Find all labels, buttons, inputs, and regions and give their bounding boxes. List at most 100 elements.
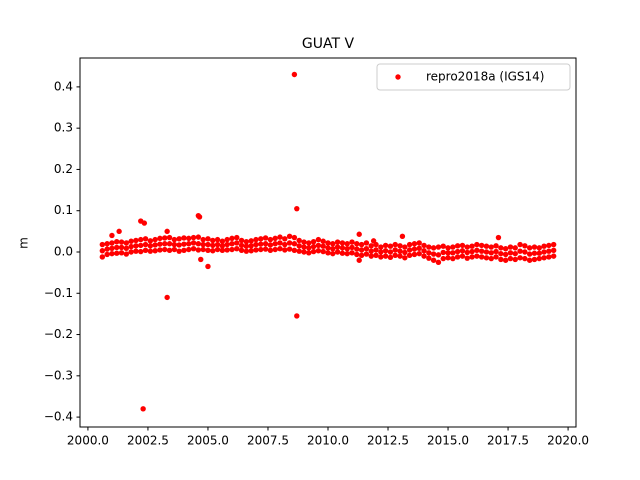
data-point (498, 250, 504, 257)
data-point (277, 240, 283, 246)
data-point (440, 243, 446, 249)
data-point (234, 240, 240, 246)
data-point (402, 244, 408, 250)
data-point (397, 253, 403, 259)
data-point (344, 241, 350, 247)
data-point (459, 248, 466, 254)
data-point (114, 244, 120, 251)
data-point (109, 232, 115, 239)
data-point (238, 247, 245, 254)
chart-title: GUAT V (302, 36, 355, 52)
data-point (440, 255, 446, 262)
data-point (243, 243, 250, 249)
data-point (546, 248, 552, 254)
data-point (349, 244, 355, 251)
data-point (531, 244, 538, 250)
data-point (488, 244, 494, 250)
data-point (325, 250, 331, 256)
data-point (262, 235, 269, 241)
data-point (325, 245, 331, 251)
data-point (526, 257, 533, 263)
data-point (421, 253, 427, 259)
data-point (392, 241, 398, 248)
data-point (219, 247, 226, 254)
data-point (141, 220, 148, 226)
data-point (238, 242, 245, 249)
data-point (262, 246, 269, 252)
data-point (272, 241, 278, 247)
y-tick-label: −0.2 (44, 327, 73, 341)
data-point (459, 242, 466, 249)
data-point (416, 240, 422, 246)
data-point (344, 250, 350, 257)
data-point (502, 257, 509, 263)
data-point (291, 247, 298, 254)
data-point (522, 255, 528, 262)
data-point (356, 231, 362, 237)
data-point (306, 245, 312, 251)
data-point (330, 245, 336, 252)
data-point (502, 245, 509, 252)
data-point (435, 259, 442, 266)
data-point (123, 251, 130, 257)
data-point (373, 252, 379, 258)
data-point (118, 250, 125, 256)
data-point (243, 248, 250, 254)
data-point (162, 241, 168, 247)
data-point (157, 241, 163, 247)
data-point (349, 250, 355, 256)
data-point (320, 238, 326, 244)
data-point (354, 241, 360, 247)
data-point (190, 234, 197, 241)
data-point (224, 247, 230, 253)
data-point (498, 245, 504, 251)
data-point (286, 246, 293, 252)
data-point (531, 256, 538, 263)
data-point (253, 247, 259, 253)
data-point (469, 243, 475, 249)
y-tick-label: 0.0 (54, 244, 73, 258)
data-point (258, 241, 264, 247)
data-point (214, 236, 221, 243)
data-point (493, 254, 499, 260)
data-point (315, 242, 322, 249)
data-point (392, 247, 398, 253)
x-tick-label: 2015.0 (427, 434, 469, 448)
data-point (186, 235, 192, 242)
data-point (358, 252, 365, 258)
y-tick-label: 0.1 (54, 203, 73, 217)
y-tick-label: −0.3 (44, 368, 73, 382)
data-point (512, 245, 518, 251)
data-point (363, 245, 370, 252)
data-point (200, 246, 206, 253)
data-point (354, 251, 360, 258)
data-point (306, 250, 312, 256)
data-point (152, 242, 158, 248)
data-point (272, 235, 278, 242)
data-point (198, 256, 204, 263)
data-point (205, 247, 211, 254)
data-point (354, 246, 360, 252)
data-point (454, 248, 461, 255)
data-point (133, 243, 139, 249)
data-point (190, 245, 197, 252)
data-point (123, 245, 130, 251)
data-point (526, 245, 533, 251)
data-point (536, 245, 542, 251)
y-tick-label: −0.1 (44, 286, 73, 300)
data-point (469, 248, 475, 255)
x-tick-label: 2002.5 (127, 434, 169, 448)
data-point (310, 243, 317, 250)
data-point (382, 253, 389, 259)
data-point (219, 243, 226, 249)
data-point (411, 241, 418, 247)
data-point (498, 256, 504, 263)
data-point (291, 71, 298, 78)
data-point (214, 246, 221, 253)
data-point (238, 237, 245, 244)
data-point (478, 248, 485, 254)
data-point (445, 255, 451, 261)
data-point (416, 245, 422, 251)
y-tick-label: 0.4 (54, 79, 73, 93)
data-point (399, 233, 406, 240)
